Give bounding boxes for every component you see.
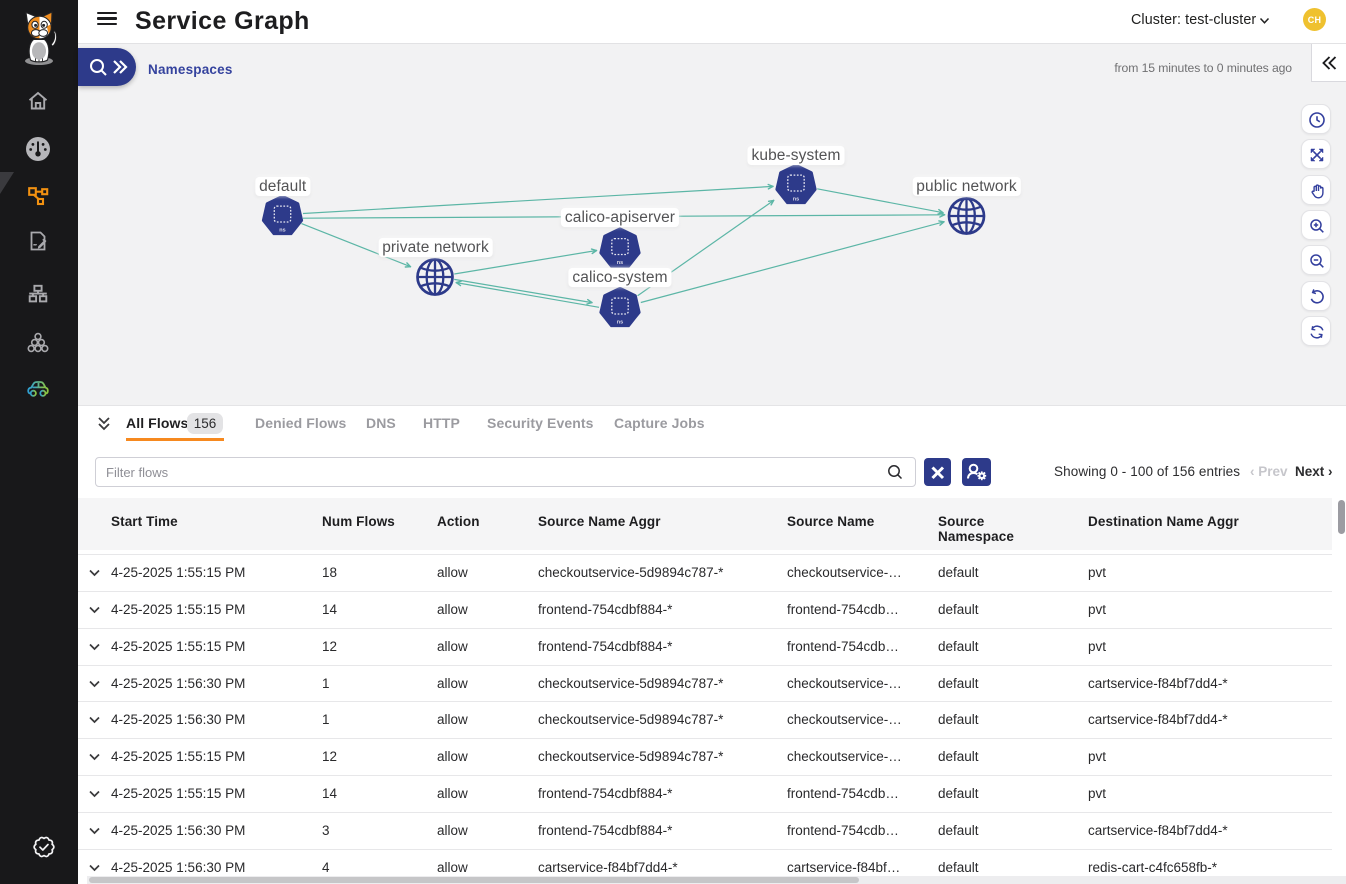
svg-text:ns: ns [617,319,623,325]
svg-text:ns: ns [617,260,623,266]
svg-text:ns: ns [793,196,799,202]
svg-text:ns: ns [279,227,285,233]
